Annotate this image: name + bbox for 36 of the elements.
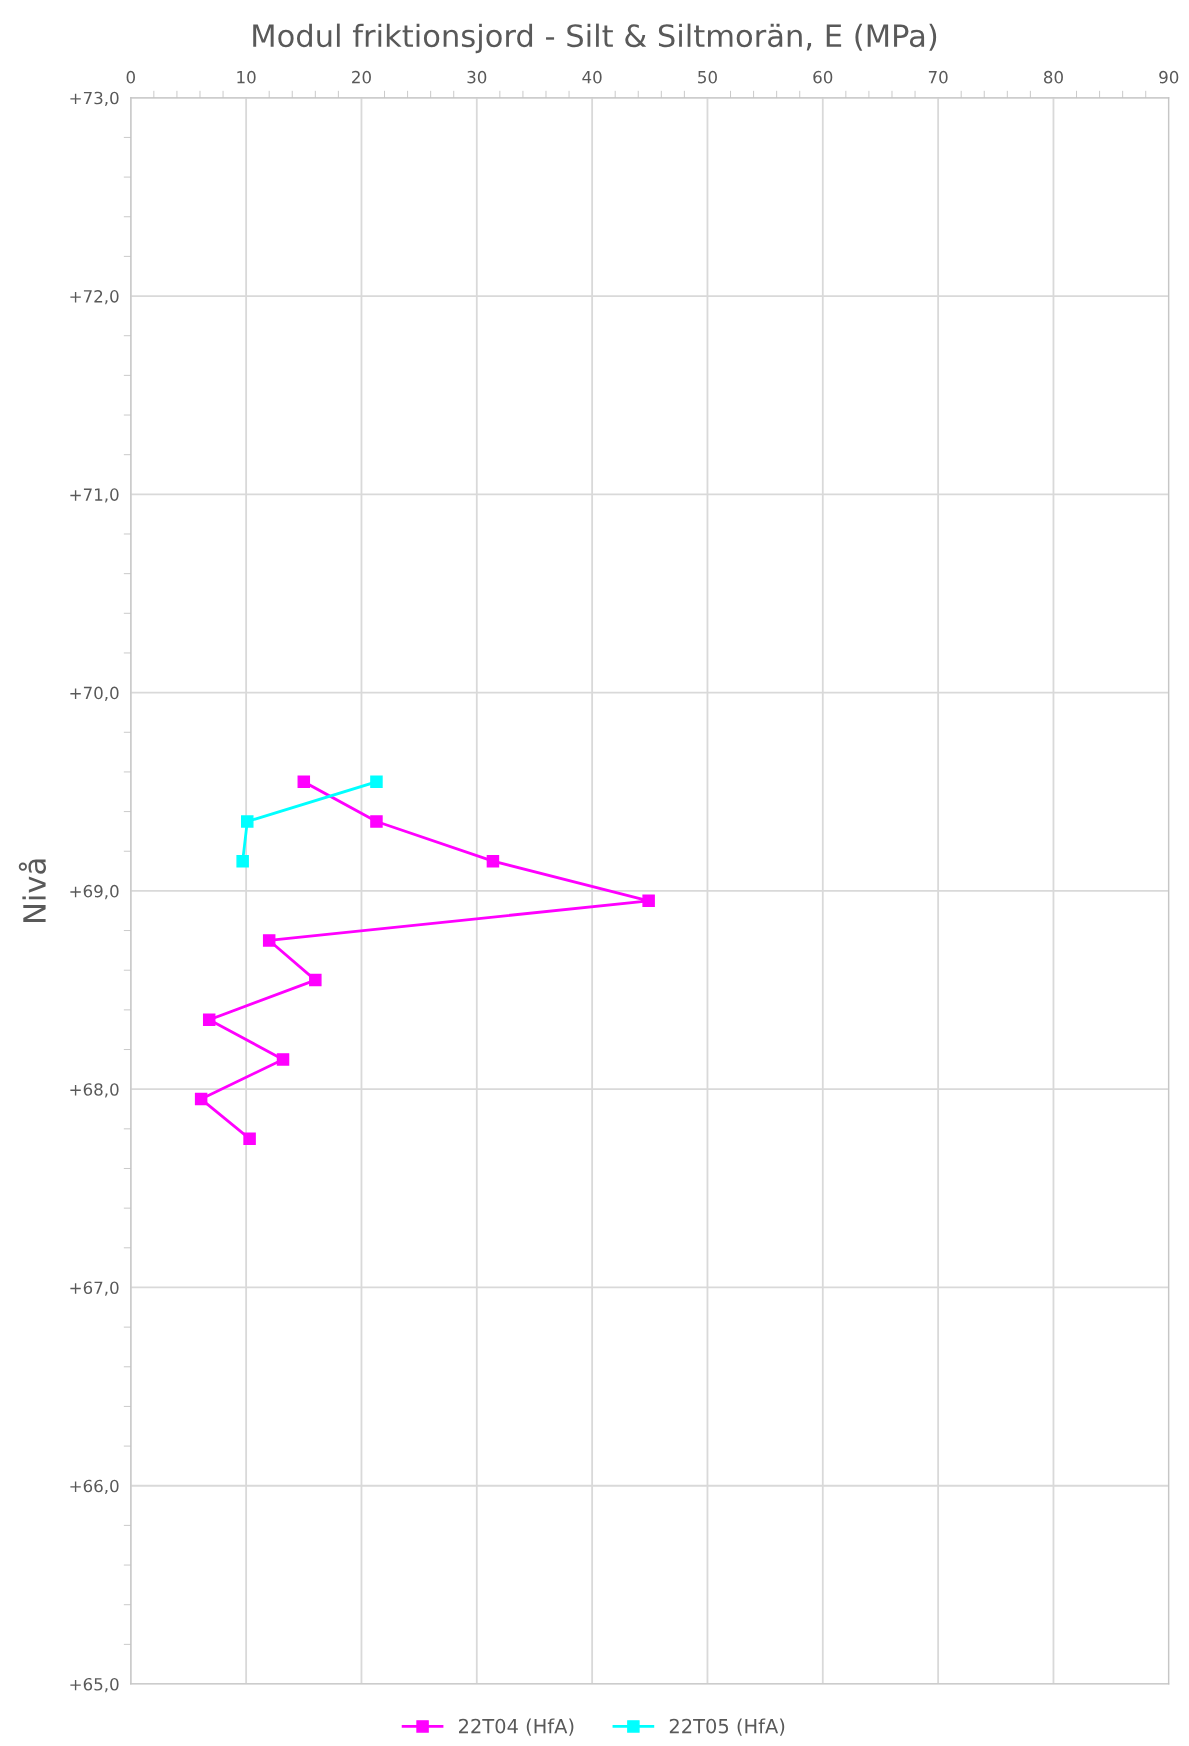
x-tick-label: 70	[928, 70, 948, 84]
point	[486, 854, 500, 868]
y-tick-label: +66,0	[70, 1479, 119, 1495]
y-tick-label: +70,0	[70, 686, 119, 701]
x-tick-label: 10	[237, 70, 256, 84]
legend-label: 22T04 (HfA)	[459, 1718, 574, 1736]
chart-title: Modul friktionsjord - Silt & Siltmorän, E (MPa)	[253, 23, 937, 54]
point	[236, 854, 249, 868]
y-tick-label: +65,0	[70, 1677, 119, 1693]
x-tick-label: 20	[352, 70, 371, 84]
point	[370, 815, 383, 828]
y-tick-label: +73,0	[70, 91, 119, 107]
point	[370, 775, 383, 789]
y-tick-label: +71,0	[70, 488, 119, 503]
point	[243, 1132, 256, 1145]
x-tick-label: 0	[126, 70, 135, 84]
x-tick-label: 50	[698, 70, 717, 84]
y-axis-title: Nivå	[18, 859, 47, 922]
x-tick-label: 90	[1159, 70, 1179, 84]
x-tick-label: 60	[813, 70, 833, 84]
point	[262, 934, 276, 947]
point	[202, 1013, 216, 1027]
y-tick-label: +69,0	[70, 884, 119, 900]
x-tick-label: 80	[1043, 70, 1063, 84]
point	[297, 775, 311, 789]
point	[276, 1053, 290, 1066]
x-tick-label: 30	[467, 70, 487, 84]
point	[642, 894, 655, 908]
legend-label: 22T05 (HfA)	[669, 1718, 785, 1736]
y-tick-label: +68,0	[70, 1083, 119, 1098]
point	[194, 1092, 208, 1106]
point	[241, 815, 254, 828]
y-tick-label: +72,0	[70, 290, 119, 305]
x-tick-label: 40	[582, 70, 602, 84]
y-tick-label: +67,0	[70, 1281, 119, 1296]
point	[309, 973, 322, 987]
